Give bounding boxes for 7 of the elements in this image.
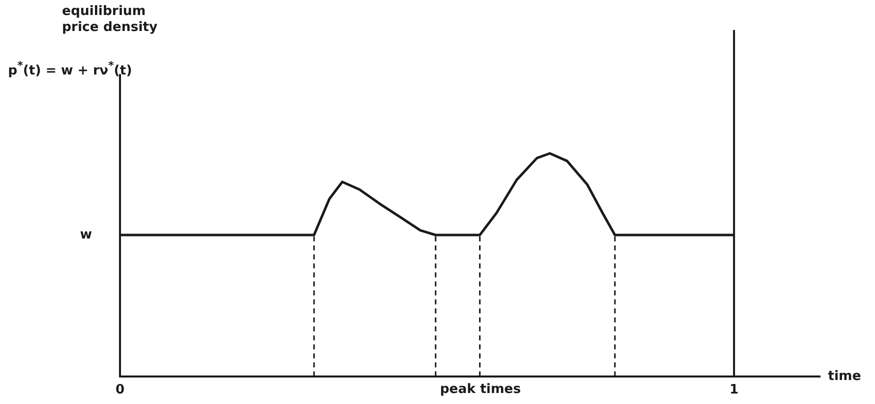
x-tick-label: 0	[115, 382, 125, 398]
x-tick-label: 1	[730, 382, 739, 398]
text: equilibrium price density	[62, 4, 158, 36]
text: peak times	[440, 382, 521, 398]
x-axis-title: time	[828, 368, 862, 384]
annotation: w	[80, 227, 92, 242]
text: p$^{*}$(t) = w + rν$^{*}$(t)	[8, 58, 132, 80]
